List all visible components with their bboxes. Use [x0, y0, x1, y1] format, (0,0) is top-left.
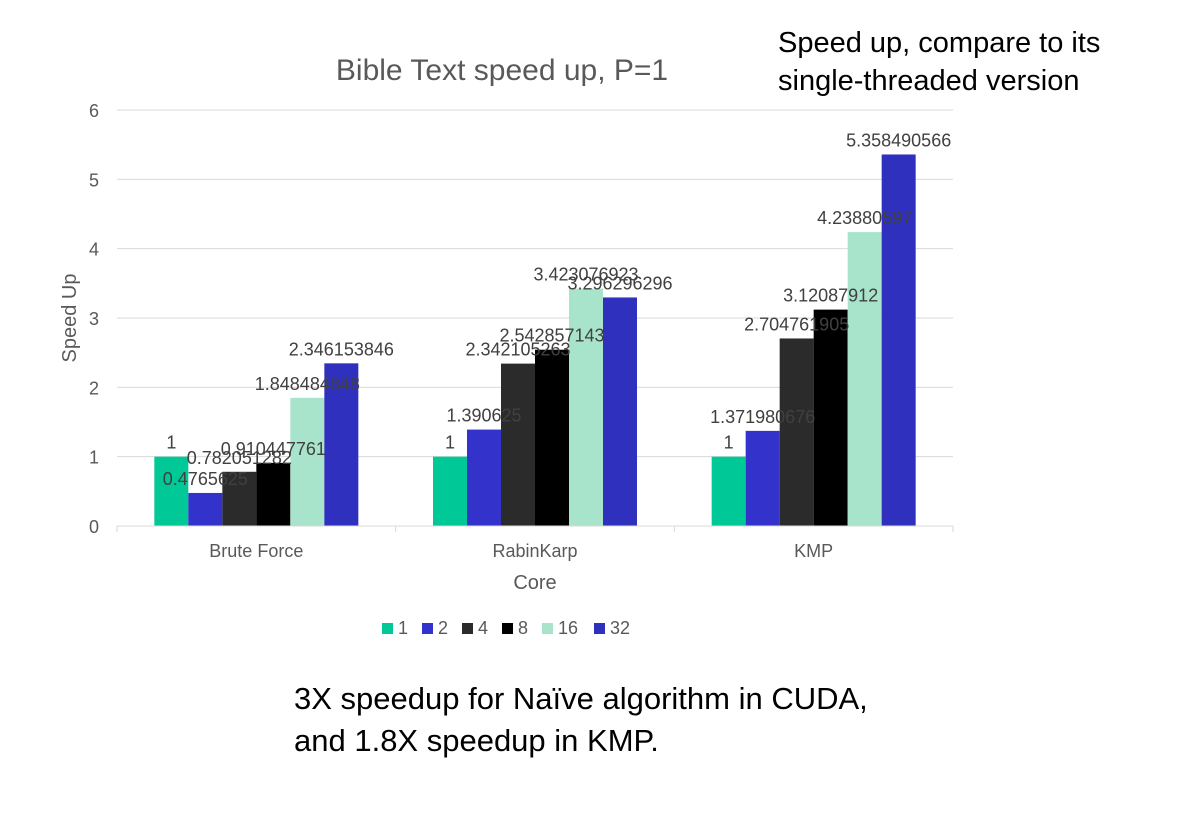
- x-tick-label: Brute Force: [209, 541, 303, 561]
- bar: [324, 363, 359, 526]
- bar: [188, 492, 223, 526]
- bars: [154, 154, 916, 527]
- data-label: 1: [166, 433, 176, 453]
- speedup-note-line-2: single-threaded version: [778, 65, 1080, 97]
- legend-swatch: [542, 623, 553, 634]
- data-label: 3.296296296: [567, 273, 672, 293]
- data-label: 3.12087912: [783, 286, 878, 306]
- bar: [569, 288, 603, 526]
- chart-title: Bible Text speed up, P=1: [336, 54, 668, 87]
- bar: [779, 338, 814, 526]
- bar: [467, 429, 501, 526]
- y-tick-label: 5: [89, 170, 99, 190]
- data-label: 1.371980676: [710, 407, 815, 427]
- data-label: 1: [724, 433, 734, 453]
- bar: [603, 297, 637, 526]
- data-label: 1.848484848: [255, 374, 360, 394]
- y-tick-label: 1: [89, 448, 99, 468]
- bar: [290, 397, 325, 526]
- data-label: 3.423076923: [533, 265, 638, 285]
- legend-swatch: [422, 623, 433, 634]
- summary-note: 3X speedup for Naïve algorithm in CUDA, …: [294, 678, 994, 762]
- data-label: 2.542857143: [499, 326, 604, 346]
- legend-label: 32: [610, 618, 630, 638]
- bar: [154, 456, 189, 526]
- data-label: 2.346153846: [289, 339, 394, 359]
- bar: [501, 363, 535, 526]
- legend-label: 16: [558, 618, 578, 638]
- y-tick-label: 2: [89, 378, 99, 398]
- y-tick-label: 0: [89, 517, 99, 537]
- axes: 0 1 2 3 4 5 6 Brute Force RabinKarp KMP: [89, 101, 954, 561]
- legend: 1 2 4 8 16 32: [382, 618, 630, 638]
- data-label: 0.782051282: [187, 448, 292, 468]
- data-label: 2.342105263: [465, 340, 570, 360]
- bar: [813, 309, 848, 526]
- bar: [256, 462, 291, 526]
- y-tick-label: 3: [89, 309, 99, 329]
- legend-label: 2: [438, 618, 448, 638]
- legend-swatch: [594, 623, 605, 634]
- data-label: 0.910447761: [221, 439, 326, 459]
- bar: [535, 349, 569, 526]
- data-label: 2.704761905: [744, 314, 849, 334]
- y-axis-title: Speed Up: [59, 274, 81, 363]
- legend-label: 4: [478, 618, 488, 638]
- summary-note-line-2: and 1.8X speedup in KMP.: [294, 723, 659, 758]
- data-label: 0.4765625: [163, 469, 248, 489]
- bar: [881, 154, 916, 527]
- bar: [222, 471, 257, 526]
- legend-swatch: [382, 623, 393, 634]
- bar: [847, 232, 882, 527]
- x-tick-label: RabinKarp: [492, 541, 577, 561]
- data-label: 1.390625: [446, 406, 521, 426]
- data-label: 5.358490566: [846, 130, 951, 150]
- legend-swatch: [502, 623, 513, 634]
- speedup-note-line-1: Speed up, compare to its: [778, 27, 1101, 59]
- x-tick-label: KMP: [794, 541, 833, 561]
- bar: [711, 456, 746, 526]
- legend-swatch: [462, 623, 473, 634]
- bar: [745, 430, 780, 526]
- y-tick-label: 6: [89, 101, 99, 121]
- x-axis-title: Core: [513, 572, 556, 594]
- bar: [433, 456, 467, 526]
- speedup-note: Speed up, compare to its single-threaded…: [778, 24, 1178, 100]
- legend-label: 1: [398, 618, 408, 638]
- data-label: 1: [445, 433, 455, 453]
- legend-label: 8: [518, 618, 528, 638]
- y-tick-label: 4: [89, 240, 99, 260]
- summary-note-line-1: 3X speedup for Naïve algorithm in CUDA,: [294, 681, 868, 716]
- data-label: 4.23880597: [817, 208, 912, 228]
